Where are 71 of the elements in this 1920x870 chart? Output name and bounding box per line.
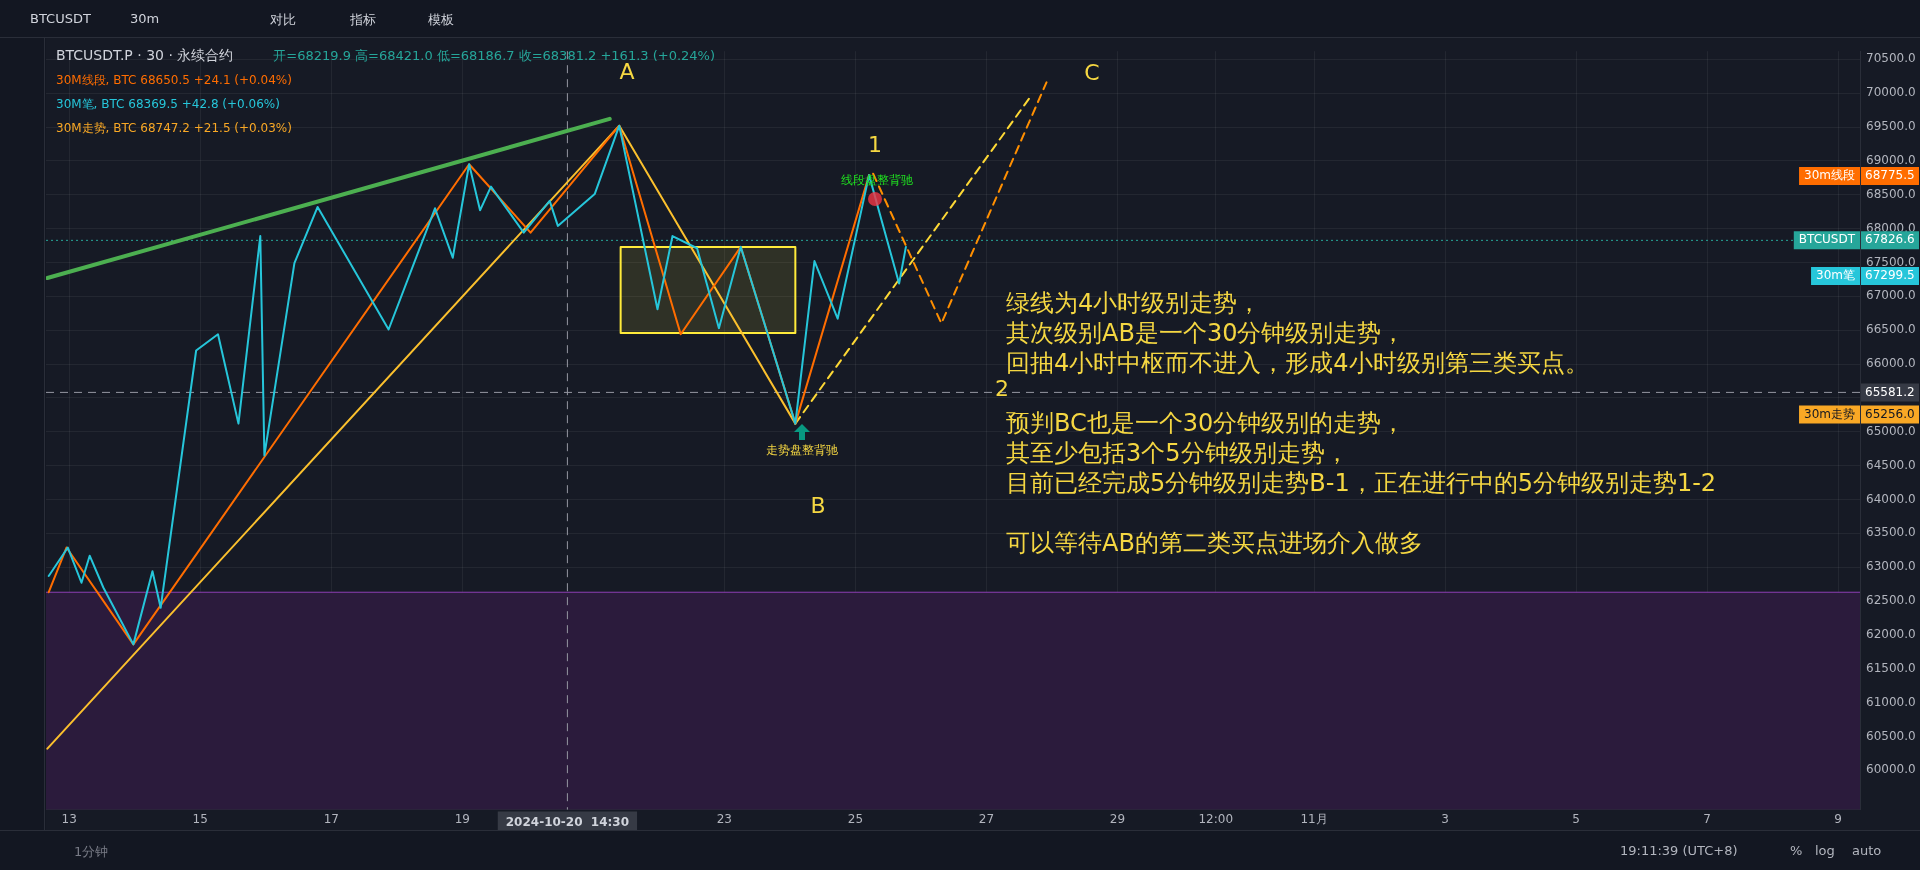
annotation: 1 [867,130,883,159]
annotation: 30m笔 [1816,268,1856,283]
y-tick-label: 66500.0 [1866,322,1916,337]
y-tick-label: 61000.0 [1866,694,1916,709]
y-tick-label: 65000.0 [1866,423,1916,438]
x-tick-label: 17 [323,811,339,826]
annotation: 30M线段, BTC 68650.5 +24.1 (+0.04%) [56,72,292,89]
text: BTCUSDT [30,11,91,26]
text: 模板 [428,11,454,29]
text: 65581.2 [1865,384,1915,399]
annotation: 30M走势, BTC 68747.2 +21.5 (+0.03%) [56,120,292,137]
x-tick-label: 12:00 [1198,811,1234,826]
annotation: 其次级别AB是一个30分钟级别走势， [1006,318,1407,348]
x-tick-label: 27 [978,811,995,826]
y-tick-label: 61500.0 [1866,660,1916,675]
x-tick-label: 25 [847,811,864,826]
y-tick-label: 67000.0 [1866,288,1916,303]
chart-subtitle: 开=68219.9 高=68421.0 低=68186.7 收=68381.2 +161.3 (+0.24%) [273,48,716,63]
x-tick-label: 11月 [1300,811,1328,826]
text: 30m [130,11,160,26]
chart-title: BTCUSDT.P · 30 · 永续合约 [56,47,234,63]
annotation: B [809,491,827,520]
text: 67299.5 [1865,268,1915,283]
x-tick-label: 19 [454,811,470,826]
y-tick-label: 62000.0 [1866,627,1916,642]
text: 19:11:39 (UTC+8) [1620,843,1738,858]
x-tick-label: 13 [61,811,77,826]
text: 指标 [350,11,376,29]
ref-line-label: 2024-10-20 14:30 [505,814,630,829]
annotation: C [1083,58,1101,87]
annotation: 目前已经完成5分钟级别走势B-1，正在进行中的5分钟级别走势1-2 [1006,468,1717,498]
y-tick-label: 63500.0 [1866,525,1916,540]
text: 68775.5 [1865,168,1915,183]
annotation: 其至少包括3个5分钟级别走势， [1006,438,1350,468]
y-tick-label: 63000.0 [1866,559,1916,574]
annotation: 线段盘整背驰 [840,171,914,189]
x-tick-label: 23 [716,811,733,826]
y-tick-label: 62500.0 [1866,593,1916,608]
text: log [1815,843,1835,858]
y-tick-label: 66000.0 [1866,356,1916,371]
annotation: 30m走势 [1804,406,1856,421]
text: auto [1852,843,1882,858]
y-tick-label: 60500.0 [1866,728,1916,743]
y-tick-label: 69000.0 [1866,153,1916,168]
annotation: BTCUSDT [1798,232,1856,247]
y-tick-label: 67500.0 [1866,254,1916,269]
text: 67826.6 [1865,232,1915,247]
text: 1分钟 [74,843,109,861]
y-tick-label: 69500.0 [1866,119,1916,134]
annotation: 走势盘整背驰 [765,441,839,459]
annotation: 预判BC也是一个30分钟级别的走势， [1006,408,1407,438]
annotation: 30M笔, BTC 68369.5 +42.8 (+0.06%) [56,96,280,113]
text: % [1790,843,1803,858]
y-tick-label: 64000.0 [1866,491,1916,506]
x-tick-label: 9 [1834,811,1842,826]
y-tick-label: 64500.0 [1866,457,1916,472]
y-tick-label: 68500.0 [1866,186,1916,201]
x-tick-label: 7 [1703,811,1711,826]
annotation: 30m线段 [1804,168,1856,183]
text: 65256.0 [1865,406,1915,421]
y-tick-label: 70500.0 [1866,51,1916,66]
annotation: 绿线为4小时级别走势， [1006,288,1263,318]
x-tick-label: 29 [1109,811,1126,826]
annotation: 可以等待AB的第二类买点进场介入做多 [1006,528,1424,558]
text: 对比 [270,11,296,29]
x-tick-label: 3 [1441,811,1449,826]
y-tick-label: 60000.0 [1866,762,1916,777]
y-tick-label: 68000.0 [1866,220,1916,235]
x-tick-label: 5 [1572,811,1580,826]
y-tick-label: 70000.0 [1866,85,1916,100]
x-tick-label: 15 [192,811,208,826]
